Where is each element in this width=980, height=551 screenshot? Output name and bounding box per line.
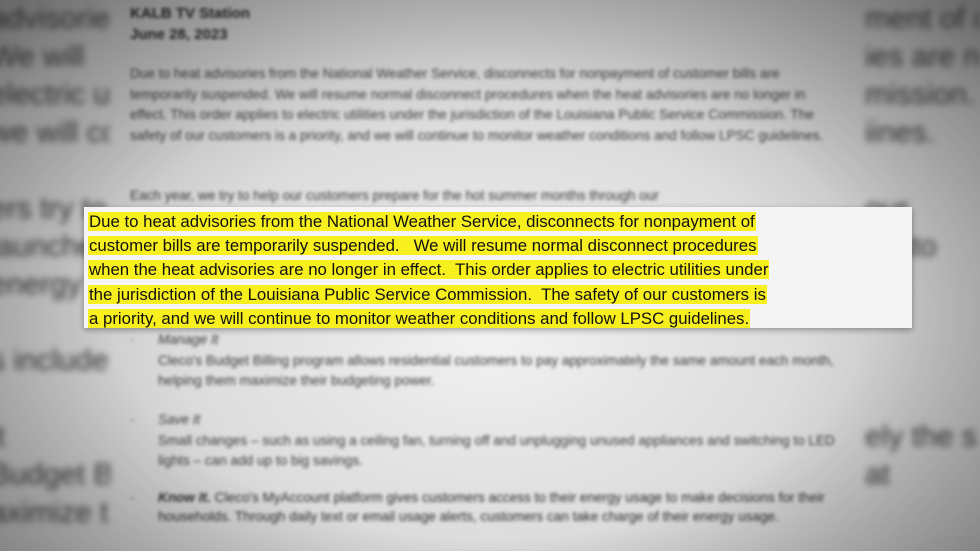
- blurred-fragment: launche: [0, 230, 96, 263]
- header-station: KALB TV Station: [130, 5, 250, 22]
- blurred-fragment: ies are no: [865, 40, 980, 73]
- blurred-fragment: s include: [0, 344, 109, 377]
- bullet-icon: ·: [130, 490, 135, 505]
- blurred-fragment: [0, 380, 110, 418]
- bullet-body: Cleco's Budget Billing program allows re…: [158, 352, 834, 389]
- header-date: June 28, 2023: [130, 26, 228, 43]
- bullet-body: Small changes – such as using a ceiling …: [158, 432, 835, 469]
- blurred-fragment: at: [865, 458, 891, 491]
- blurred-fragment: aximize th: [0, 496, 110, 529]
- bullet-save-it: · Save It Small changes – such as using …: [130, 410, 858, 472]
- document-paragraph-1: Due to heat advisories from the National…: [130, 66, 824, 143]
- blurred-fragment: We will: [0, 40, 85, 73]
- callout-line: the jurisdiction of the Louisiana Public…: [88, 284, 767, 304]
- blurred-fragment: Budget Bi: [0, 458, 110, 491]
- blurred-fragment: iines.: [865, 116, 936, 149]
- document-header: KALB TV Station June 28, 2023: [130, 3, 250, 45]
- blurred-fragment: [865, 342, 980, 380]
- blurred-fragment: [865, 494, 980, 532]
- callout-line: when the heat advisories are no longer i…: [88, 260, 770, 280]
- blurred-fragment: it: [0, 420, 5, 453]
- highlighted-quote-callout: Due to heat advisories from the National…: [84, 207, 912, 328]
- blurred-fragment: advisorie: [0, 2, 110, 35]
- bullet-icon: ·: [130, 412, 135, 427]
- blurred-fragment: ment of c: [865, 2, 980, 35]
- blurred-fragment: ely the s: [865, 420, 977, 453]
- bullet-title: Save It: [158, 412, 201, 427]
- callout-line: customer bills are temporarily suspended…: [88, 236, 758, 256]
- bullet-title: Manage It: [158, 332, 219, 347]
- blurred-fragment: we will co: [0, 116, 110, 149]
- blurred-fragment: electric utiliti: [0, 78, 110, 111]
- callout-line: a priority, and we will continue to moni…: [88, 308, 751, 328]
- blurred-fragment: [865, 152, 980, 190]
- bullet-title: Know It.: [158, 490, 211, 505]
- bullet-icon: ·: [130, 332, 135, 347]
- blurred-fragment: [865, 380, 980, 418]
- bullet-manage-it: · Manage It Cleco's Budget Billing progr…: [130, 330, 858, 392]
- bullet-body: Cleco's MyAccount platform gives custome…: [158, 490, 825, 524]
- document-paragraph-2: Each year, we try to help our customers …: [130, 188, 659, 203]
- callout-line: Due to heat advisories from the National…: [88, 212, 756, 231]
- blurred-fragment: mission.: [865, 78, 976, 111]
- bullet-know-it: · Know It. Cleco's MyAccount platform gi…: [130, 488, 858, 526]
- blurred-fragment: [0, 152, 110, 190]
